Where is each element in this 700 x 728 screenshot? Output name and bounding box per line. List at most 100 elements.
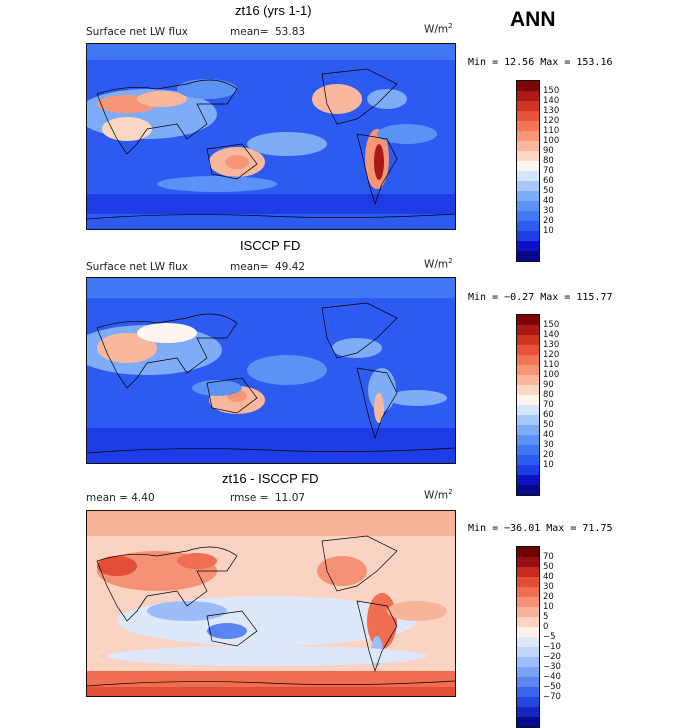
colorbar-cell [517,445,539,455]
field-label: Surface net LW flux [86,26,188,38]
colorbar-cell [517,141,539,151]
colorbar-cell [517,171,539,181]
colorbar-cell [517,111,539,121]
panel-title: zt16 - ISCCP FD [222,471,319,486]
colorbar-cell [517,557,539,567]
colorbar-cell [517,101,539,111]
colorbar-cell [517,707,539,717]
colorbar-tick-label: 120 [543,116,560,126]
colorbar-tick-label: 110 [543,360,560,370]
colorbar-tick-label: 10 [543,460,554,470]
colorbar-cell [517,161,539,171]
colorbar-cell [517,375,539,385]
colorbar-tick-label: 60 [543,176,554,186]
colorbar-cell [517,577,539,587]
colorbar-cell [517,345,539,355]
mean-label: mean= [230,26,269,38]
colorbar-cell [517,211,539,221]
colorbar-cell [517,687,539,697]
colorbar-cell [517,131,539,141]
colorbar-tick-label: 140 [543,96,560,106]
units-label: W/m2 [424,488,453,502]
colorbar-tick-label: 80 [543,390,554,400]
colorbar-cell [517,717,539,727]
colorbar-cell [517,607,539,617]
colorbar-tick-label: 30 [543,440,554,450]
colorbar-cell [517,325,539,335]
colorbar-tick-label: 50 [543,186,554,196]
panel-title: ISCCP FD [240,238,301,253]
colorbar-tick-label: 70 [543,400,554,410]
colorbar-tick-label: −30 [543,662,561,672]
colorbar-tick-label: 10 [543,226,554,236]
rmse-value: 11.07 [275,492,306,504]
colorbar-cell [517,587,539,597]
colorbar-cell [517,435,539,445]
colorbar-cell [517,455,539,465]
colorbar [516,314,540,496]
colorbar-cell [517,647,539,657]
colorbar-cell [517,405,539,415]
colorbar-cell [517,465,539,475]
mean-label: mean = 4.40 [86,492,155,504]
colorbar-tick-label: 110 [543,126,560,136]
colorbar-tick-label: −40 [543,672,561,682]
colorbar-cell [517,415,539,425]
colorbar-cell [517,667,539,677]
colorbar-cell [517,697,539,707]
range-text: Min = −36.01 Max = 71.75 [468,523,613,534]
mean-value: 49.42 [275,261,306,273]
colorbar-cell [517,425,539,435]
colorbar-cell [517,547,539,557]
colorbar-cell [517,241,539,251]
colorbar-tick-label: −5 [543,632,556,642]
colorbar-tick-label: 150 [543,320,560,330]
colorbar-cell [517,91,539,101]
colorbar-tick-label: 0 [543,622,549,632]
colorbar-cell [517,365,539,375]
range-text: Min = 12.56 Max = 153.16 [468,57,613,68]
colorbar-tick-label: 130 [543,106,560,116]
colorbar-cell [517,151,539,161]
colorbar-cell [517,231,539,241]
colorbar-tick-label: 90 [543,380,554,390]
colorbar-tick-label: 130 [543,340,560,350]
range-text: Min = −0.27 Max = 115.77 [468,292,613,303]
map-panel-observed [86,277,456,464]
colorbar-cell [517,485,539,495]
colorbar-tick-label: 20 [543,216,554,226]
colorbar-cell [517,657,539,667]
colorbar-tick-label: 80 [543,156,554,166]
colorbar-cell [517,627,539,637]
map-panel-difference [86,510,456,697]
colorbar-tick-label: 40 [543,572,554,582]
colorbar-tick-label: 40 [543,196,554,206]
colorbar-cell [517,335,539,345]
colorbar-tick-label: 30 [543,206,554,216]
colorbar-cell [517,567,539,577]
colorbar-tick-label: 20 [543,450,554,460]
colorbar-tick-label: 5 [543,612,549,622]
colorbar [516,546,540,728]
season-label: ANN [510,8,556,31]
colorbar-tick-label: 60 [543,410,554,420]
colorbar-tick-label: 100 [543,370,560,380]
colorbar-tick-label: 140 [543,330,560,340]
rmse-label: rmse = [230,492,269,504]
colorbar-tick-label: 20 [543,592,554,602]
colorbar-tick-label: 70 [543,552,554,562]
colorbar-tick-label: 50 [543,562,554,572]
field-label: Surface net LW flux [86,261,188,273]
colorbar-tick-label: −10 [543,642,561,652]
units-label: W/m2 [424,257,453,271]
colorbar-tick-label: 30 [543,582,554,592]
colorbar-tick-label: 50 [543,420,554,430]
colorbar-cell [517,385,539,395]
colorbar [516,80,540,262]
colorbar-cell [517,677,539,687]
colorbar-cell [517,617,539,627]
colorbar-tick-label: 10 [543,602,554,612]
colorbar-tick-label: −50 [543,682,561,692]
colorbar-tick-label: −70 [543,692,561,702]
colorbar-cell [517,637,539,647]
